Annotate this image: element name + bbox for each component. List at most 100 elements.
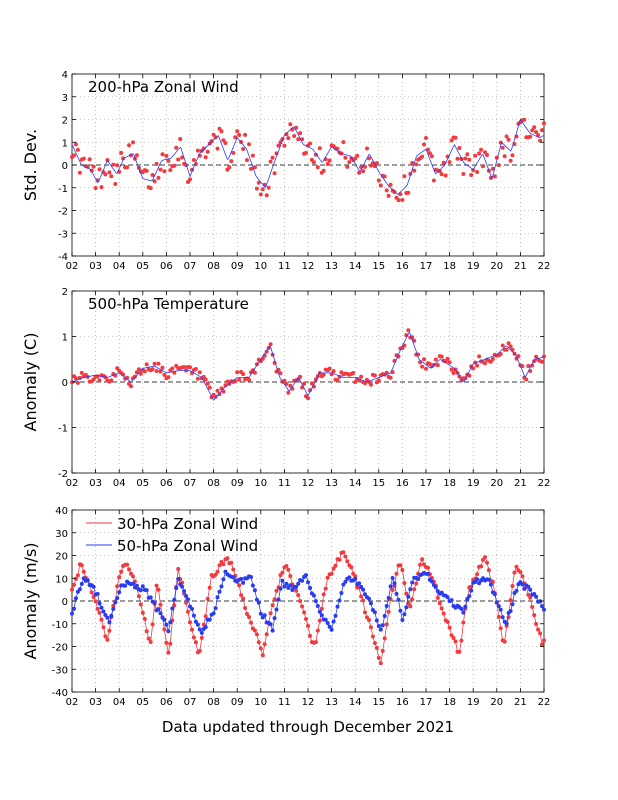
- data-marks: [70, 117, 546, 203]
- data-point: [327, 158, 332, 163]
- data-point: [160, 152, 165, 157]
- y-tick-label: -20: [52, 643, 68, 654]
- data-point: [95, 606, 100, 611]
- data-point: [99, 605, 104, 610]
- data-point: [103, 172, 108, 177]
- data-point: [483, 555, 487, 560]
- data-point: [384, 604, 389, 608]
- data-point: [534, 622, 539, 626]
- data-point: [107, 628, 112, 633]
- x-ticks: 02 03 04 05 06 07 08 09 10 11 12 13 14 15 16 17 18 19 20 21…: [66, 510, 551, 708]
- x-tick-label: 11: [278, 697, 291, 708]
- data-point: [188, 177, 192, 182]
- data-point: [119, 150, 124, 155]
- data-point: [241, 596, 246, 601]
- data-point: [105, 615, 110, 620]
- data-point: [374, 618, 379, 623]
- data-point: [347, 160, 352, 165]
- data-point: [498, 626, 503, 631]
- data-point: [79, 563, 84, 568]
- data-point: [176, 567, 181, 571]
- data-point: [268, 611, 273, 616]
- data-point: [367, 596, 371, 601]
- data-point: [508, 344, 513, 349]
- data-point: [479, 564, 484, 569]
- data-point: [422, 357, 426, 362]
- y-tick-label: 1: [62, 333, 68, 344]
- data-point: [245, 612, 249, 616]
- data-point: [522, 586, 527, 591]
- data-point: [115, 163, 120, 168]
- y-axis-label: Anomaly (m/s): [21, 542, 40, 659]
- data-point: [445, 595, 450, 600]
- data-point: [317, 618, 322, 623]
- data-point: [370, 634, 375, 639]
- data-point: [368, 625, 373, 630]
- data-point: [72, 582, 76, 587]
- data-point: [361, 587, 366, 592]
- data-point: [540, 128, 544, 133]
- data-point: [311, 160, 316, 165]
- data-point: [463, 156, 468, 161]
- data-point: [131, 140, 135, 145]
- data-point: [91, 164, 96, 169]
- data-point: [473, 153, 478, 158]
- data-point: [528, 134, 533, 139]
- data-point: [542, 638, 546, 643]
- data-point: [349, 565, 354, 570]
- data-point: [327, 366, 332, 371]
- data-point: [376, 378, 381, 383]
- data-point: [174, 145, 179, 150]
- x-tick-label: 22: [538, 697, 551, 708]
- data-point: [536, 133, 541, 138]
- y-tick-label: 4: [62, 70, 68, 81]
- data-point: [282, 378, 287, 383]
- data-point: [416, 577, 421, 581]
- data-point: [382, 636, 387, 641]
- x-tick-label: 03: [89, 697, 102, 708]
- data-point: [219, 584, 224, 589]
- data-point: [500, 615, 505, 620]
- data-point: [477, 581, 482, 586]
- data-point: [195, 376, 200, 381]
- x-tick-label: 09: [231, 478, 244, 489]
- data-point: [241, 580, 246, 585]
- data-point: [166, 158, 171, 163]
- data-point: [274, 607, 279, 612]
- data-point: [292, 134, 297, 138]
- x-tick-label: 07: [184, 478, 197, 489]
- data-point: [134, 153, 139, 158]
- data-point: [300, 578, 305, 583]
- data-point: [276, 597, 281, 602]
- data-point: [422, 142, 426, 147]
- x-tick-label: 05: [136, 697, 149, 708]
- data-point: [213, 572, 218, 577]
- x-tick-label: 13: [325, 478, 338, 489]
- data-point: [166, 650, 171, 655]
- data-point: [435, 595, 440, 600]
- data-point: [296, 581, 301, 586]
- data-point: [284, 381, 289, 386]
- data-point: [453, 135, 458, 140]
- x-tick-label: 14: [349, 697, 362, 708]
- data-point: [286, 390, 291, 395]
- data-point: [441, 611, 446, 616]
- data-point: [394, 571, 399, 576]
- data-point: [433, 585, 438, 590]
- data-point: [355, 153, 360, 158]
- data-point: [398, 563, 403, 568]
- data-point: [306, 623, 310, 628]
- x-tick-label: 19: [467, 478, 480, 489]
- data-point: [294, 584, 299, 589]
- data-point: [542, 607, 546, 612]
- data-point: [313, 640, 318, 645]
- x-tick-label: 08: [207, 478, 220, 489]
- data-point: [333, 613, 338, 618]
- data-point: [530, 605, 535, 609]
- data-point: [317, 609, 322, 614]
- data-point: [239, 576, 244, 581]
- data-point: [483, 361, 487, 366]
- x-tick-label: 05: [136, 261, 149, 272]
- data-point: [156, 175, 161, 180]
